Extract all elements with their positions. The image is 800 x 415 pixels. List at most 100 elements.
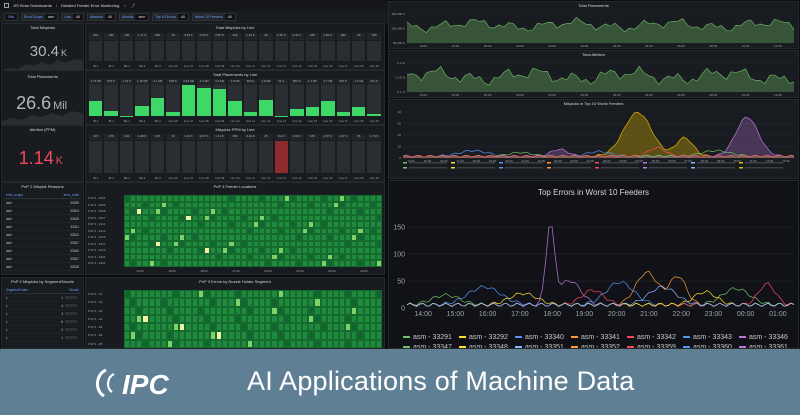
panel-total-placements-series[interactable]: Total Placements 150,000 K 100,000 K 50,00…	[388, 1, 799, 49]
heatmap-cell[interactable]	[252, 314, 260, 324]
heatmap-cell[interactable]	[271, 201, 278, 209]
legend-label[interactable]: asm - 33343	[693, 334, 732, 341]
heatmap-cell[interactable]	[179, 247, 186, 254]
heatmap-cell[interactable]	[234, 339, 241, 348]
heatmap-cell[interactable]	[216, 227, 223, 235]
heatmap-cell[interactable]	[265, 298, 272, 307]
legend-label[interactable]: asm - 33342	[637, 334, 676, 341]
bar-se-1[interactable]	[119, 41, 134, 61]
heatmap-cell[interactable]	[154, 253, 161, 261]
heatmap-cell[interactable]	[130, 227, 137, 235]
heatmap-cell[interactable]	[246, 260, 253, 267]
heatmap-cell[interactable]	[179, 253, 186, 261]
heatmap-cell[interactable]	[166, 306, 174, 315]
heatmap-cell[interactable]	[228, 195, 235, 202]
heatmap-cell[interactable]	[166, 221, 174, 228]
heatmap-cell[interactable]	[246, 290, 253, 299]
heatmap-cell[interactable]	[191, 253, 198, 261]
heatmap-cell[interactable]	[197, 227, 204, 235]
heatmap-cell[interactable]	[222, 240, 229, 248]
heatmap-cell[interactable]	[277, 247, 284, 254]
heatmap-cell[interactable]	[302, 339, 309, 348]
heatmap-cell[interactable]	[295, 331, 303, 340]
heatmap-cell[interactable]	[265, 290, 272, 299]
heatmap-cell[interactable]	[308, 247, 315, 254]
heatmap-cell[interactable]	[185, 234, 192, 241]
heatmap-cell[interactable]	[289, 339, 296, 348]
legend-label[interactable]: asm - 33340	[525, 334, 564, 341]
heatmap-cell[interactable]	[332, 208, 339, 215]
heatmap-cell[interactable]	[345, 240, 352, 248]
heatmap-cell[interactable]	[130, 234, 137, 241]
heatmap-cell[interactable]	[345, 195, 352, 202]
heatmap-cell[interactable]	[191, 298, 198, 307]
heatmap-cell[interactable]	[351, 306, 358, 315]
heatmap-cell[interactable]	[295, 306, 303, 315]
legend-swatch[interactable]	[459, 346, 466, 348]
heatmap-cell[interactable]	[363, 298, 370, 307]
heatmap-cell[interactable]	[320, 221, 327, 228]
heatmap-cell[interactable]	[295, 323, 303, 332]
heatmap-cell[interactable]	[308, 306, 315, 315]
heatmap-cell[interactable]	[228, 221, 235, 228]
legend-swatch[interactable]	[739, 167, 743, 169]
heatmap-cell[interactable]	[326, 306, 333, 315]
series-line[interactable]	[406, 65, 795, 86]
bar-line-19[interactable]	[367, 85, 381, 116]
heatmap-cell[interactable]	[332, 214, 339, 222]
heatmap-cell[interactable]	[277, 214, 284, 222]
heatmap-cell[interactable]	[271, 240, 278, 248]
bar-line-12[interactable]	[259, 140, 273, 173]
heatmap-cell[interactable]	[252, 298, 260, 307]
heatmap-cell[interactable]	[345, 260, 352, 267]
heatmap-cell[interactable]	[326, 290, 333, 299]
panel-worst-feeders-series[interactable]: Mispicks in Top 10 Worst Feeders 40 30 20 1…	[388, 99, 799, 179]
heatmap-cell[interactable]	[124, 221, 131, 228]
heatmap-cell[interactable]	[197, 247, 204, 254]
heatmap-cell[interactable]	[338, 208, 346, 215]
heatmap-cell[interactable]	[252, 247, 260, 254]
heatmap-cell[interactable]	[142, 195, 149, 202]
legend-label[interactable]: asm - 33291	[413, 334, 452, 341]
heatmap-cell[interactable]	[308, 331, 315, 340]
bar-line-16[interactable]	[321, 41, 335, 61]
heatmap-cell[interactable]	[130, 214, 137, 222]
heatmap-cell[interactable]	[252, 331, 260, 340]
heatmap-cell[interactable]	[332, 240, 339, 248]
heatmap-cell[interactable]	[302, 331, 309, 340]
heatmap-cell[interactable]	[191, 214, 198, 222]
heatmap-cell[interactable]	[203, 290, 210, 299]
heatmap-cell[interactable]	[369, 247, 376, 254]
heatmap-cell[interactable]	[351, 331, 358, 340]
heatmap-cell[interactable]	[271, 331, 278, 340]
heatmap-cell[interactable]	[283, 331, 290, 340]
heatmap-cell[interactable]	[351, 290, 358, 299]
heatmap-cell[interactable]	[148, 221, 155, 228]
heatmap-cell[interactable]	[216, 253, 223, 261]
legend-swatch[interactable]	[515, 336, 522, 338]
heatmap-cell[interactable]	[369, 240, 376, 248]
heatmap-cell[interactable]	[283, 290, 290, 299]
legend-swatch[interactable]	[643, 167, 647, 169]
filter-machine[interactable]: Machine All	[86, 13, 116, 21]
table-row[interactable]: asm 33311	[4, 223, 81, 231]
heatmap-cell[interactable]	[326, 214, 333, 222]
panel-nozzle-segment[interactable]: PnP 3 Errors by Nozzle Holder Segment Pn…	[85, 277, 385, 349]
heatmap-cell[interactable]	[130, 247, 137, 254]
heatmap-cell[interactable]	[332, 221, 339, 228]
heatmap-cell[interactable]	[320, 290, 327, 299]
heatmap-cell[interactable]	[259, 290, 266, 299]
heatmap-cell[interactable]	[332, 234, 339, 241]
bar-line-09[interactable]	[212, 85, 227, 116]
heatmap-cell[interactable]	[142, 290, 149, 299]
heatmap-cell[interactable]	[345, 306, 352, 315]
heatmap-cell[interactable]	[136, 314, 143, 324]
heatmap-cell[interactable]	[142, 221, 149, 228]
bar-line-11[interactable]	[243, 140, 258, 173]
heatmap-cell[interactable]	[240, 227, 247, 235]
heatmap-cell[interactable]	[160, 247, 167, 254]
heatmap-cell[interactable]	[283, 240, 290, 248]
heatmap-cell[interactable]	[234, 323, 241, 332]
heatmap-cell[interactable]	[142, 253, 149, 261]
heatmap-cell[interactable]	[320, 234, 327, 241]
